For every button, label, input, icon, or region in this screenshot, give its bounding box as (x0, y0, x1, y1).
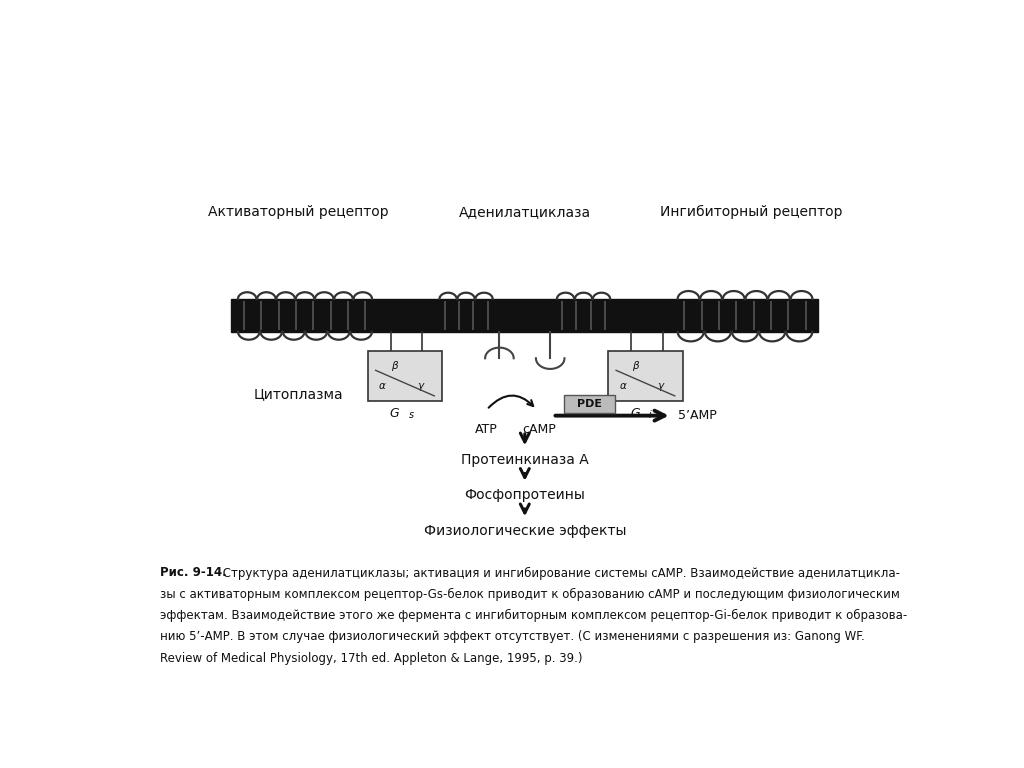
Text: ATP: ATP (475, 422, 498, 435)
Text: Цитоплазма: Цитоплазма (254, 387, 343, 401)
Text: G: G (630, 407, 640, 420)
FancyBboxPatch shape (608, 350, 683, 402)
Text: β: β (391, 361, 397, 371)
Text: Протеинкиназа А: Протеинкиназа А (461, 453, 589, 467)
Text: β: β (632, 361, 638, 371)
Text: Ингибиторный рецептор: Ингибиторный рецептор (659, 205, 842, 220)
Text: γ: γ (417, 382, 423, 392)
Text: Review of Medical Physiology, 17th ed. Appleton & Lange, 1995, p. 39.): Review of Medical Physiology, 17th ed. A… (160, 651, 583, 664)
Text: s: s (409, 410, 414, 420)
Text: α: α (379, 382, 386, 392)
FancyBboxPatch shape (564, 395, 615, 412)
Text: cAMP: cAMP (522, 422, 556, 435)
FancyBboxPatch shape (231, 299, 818, 332)
Text: α: α (620, 382, 627, 392)
FancyBboxPatch shape (368, 350, 442, 402)
Text: Аденилатциклаза: Аденилатциклаза (459, 205, 591, 220)
Text: γ: γ (657, 382, 664, 392)
Text: нию 5’-АМР. В этом случае физиологический эффект отсутствует. (С изменениями с р: нию 5’-АМР. В этом случае физиологически… (160, 631, 864, 644)
Text: Структура аденилатциклазы; активация и ингибирование системы сАМР. Взаимодействи: Структура аденилатциклазы; активация и и… (219, 567, 900, 580)
Text: эффектам. Взаимодействие этого же фермента с ингибиторным комплексом рецептор-Gi: эффектам. Взаимодействие этого же фермен… (160, 609, 907, 622)
Text: Физиологические эффекты: Физиологические эффекты (424, 524, 626, 538)
Text: Активаторный рецептор: Активаторный рецептор (208, 205, 389, 220)
Text: i: i (649, 410, 651, 420)
Text: 5’AMP: 5’AMP (678, 409, 717, 422)
Text: Фосфопротеины: Фосфопротеины (464, 488, 586, 502)
Text: Рис. 9-14.: Рис. 9-14. (160, 567, 226, 579)
Text: G: G (390, 407, 399, 420)
Text: зы с активаторным комплексом рецептор-Gs-белок приводит к образованию сАМР и пос: зы с активаторным комплексом рецептор-Gs… (160, 588, 900, 601)
Text: PDE: PDE (578, 399, 602, 409)
